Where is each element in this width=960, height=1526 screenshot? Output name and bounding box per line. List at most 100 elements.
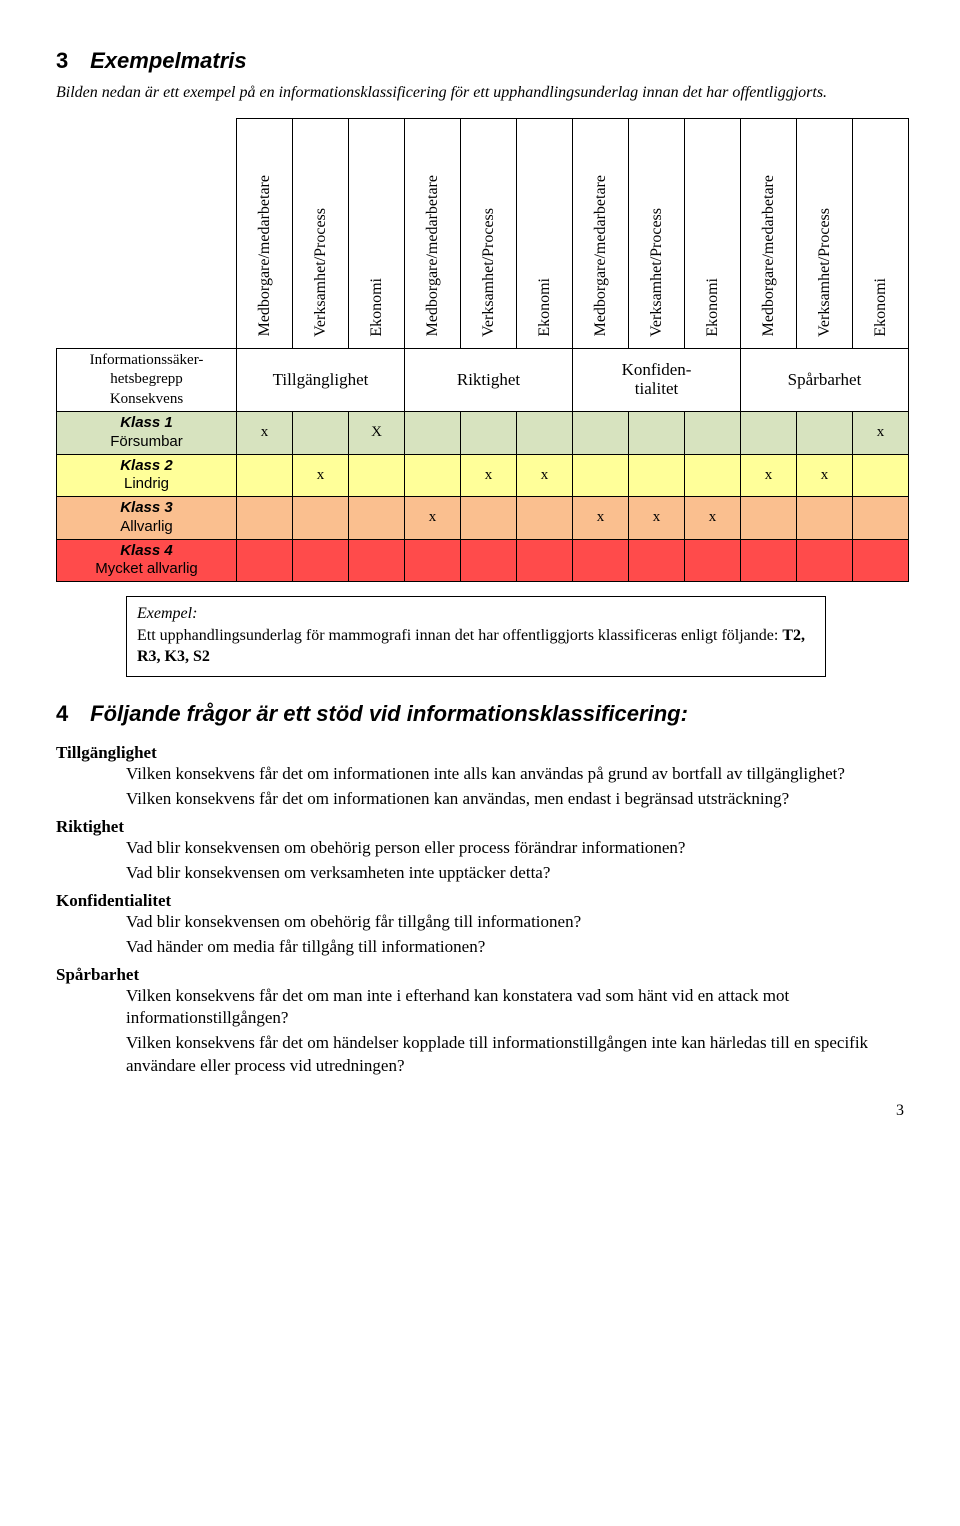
matrix-cell: x xyxy=(797,454,853,497)
matrix-cell xyxy=(517,412,573,455)
matrix-cell xyxy=(853,454,909,497)
matrix-cell xyxy=(685,539,741,582)
matrix-cell: x xyxy=(573,497,629,540)
matrix-cell xyxy=(797,497,853,540)
matrix-row-label: Klass 2Lindrig xyxy=(57,454,237,497)
section-3-intro: Bilden nedan är ett exempel på en inform… xyxy=(56,82,904,104)
classification-matrix: Medborgare/medarbetare Verksamhet/Proces… xyxy=(56,118,909,583)
matrix-cell xyxy=(741,412,797,455)
matrix-cell: x xyxy=(237,412,293,455)
matrix-cell: x xyxy=(741,454,797,497)
matrix-row-label: Klass 1Försumbar xyxy=(57,412,237,455)
question-item: Vad blir konsekvensen om obehörig får ti… xyxy=(126,911,904,934)
matrix-group-header: Konfiden-tialitet xyxy=(573,348,741,412)
matrix-cell xyxy=(349,497,405,540)
section-4-number: 4 xyxy=(56,701,84,727)
matrix-row: Klass 4Mycket allvarlig xyxy=(57,539,909,582)
matrix-cell xyxy=(405,539,461,582)
matrix-subheader: Verksamhet/Process xyxy=(293,118,349,348)
matrix-subheader: Medborgare/medarbetare xyxy=(573,118,629,348)
matrix-row: Klass 1FörsumbarxXx xyxy=(57,412,909,455)
question-item: Vad blir konsekvensen om obehörig person… xyxy=(126,837,904,860)
matrix-cell: X xyxy=(349,412,405,455)
question-item: Vilken konsekvens får det om information… xyxy=(126,763,904,786)
matrix-cell xyxy=(517,497,573,540)
question-item: Vilken konsekvens får det om man inte i … xyxy=(126,985,904,1031)
matrix-cell xyxy=(461,412,517,455)
matrix-cell xyxy=(517,539,573,582)
matrix-cell xyxy=(405,412,461,455)
page-number: 3 xyxy=(56,1102,904,1120)
matrix-cell xyxy=(853,497,909,540)
matrix-cell: x xyxy=(629,497,685,540)
matrix-subheader: Verksamhet/Process xyxy=(797,118,853,348)
matrix-group-header-row: Informationssäker- hetsbegrepp Konsekven… xyxy=(57,348,909,412)
matrix-corner-blank xyxy=(57,118,237,348)
matrix-cell xyxy=(293,412,349,455)
matrix-subheader: Medborgare/medarbetare xyxy=(405,118,461,348)
question-heading: Konfidentialitet xyxy=(56,891,904,911)
matrix-cell: x xyxy=(461,454,517,497)
example-label: Exempel: xyxy=(137,603,815,625)
matrix-cell xyxy=(293,539,349,582)
matrix-group-header: Riktighet xyxy=(405,348,573,412)
matrix-cell: x xyxy=(405,497,461,540)
matrix-cell xyxy=(293,497,349,540)
matrix-cell xyxy=(237,539,293,582)
matrix-cell xyxy=(573,412,629,455)
question-heading: Tillgänglighet xyxy=(56,743,904,763)
matrix-cell xyxy=(741,539,797,582)
matrix-cell xyxy=(405,454,461,497)
question-item: Vilken konsekvens får det om händelser k… xyxy=(126,1032,904,1078)
matrix-cell xyxy=(349,539,405,582)
matrix-subheader: Verksamhet/Process xyxy=(629,118,685,348)
matrix-cell xyxy=(685,412,741,455)
matrix-cell: x xyxy=(685,497,741,540)
matrix-cell xyxy=(461,497,517,540)
matrix-cell xyxy=(237,454,293,497)
question-heading: Riktighet xyxy=(56,817,904,837)
section-3-number: 3 xyxy=(56,48,84,74)
section-3-title: Exempelmatris xyxy=(90,48,247,73)
matrix-cell xyxy=(797,412,853,455)
matrix-group-header: Tillgänglighet xyxy=(237,348,405,412)
question-item: Vad händer om media får tillgång till in… xyxy=(126,936,904,959)
matrix-cell xyxy=(629,412,685,455)
matrix-cell xyxy=(573,454,629,497)
matrix-row: Klass 3Allvarligxxxx xyxy=(57,497,909,540)
matrix-cell: x xyxy=(853,412,909,455)
matrix-subheader: Ekonomi xyxy=(853,118,909,348)
matrix-subheader: Medborgare/medarbetare xyxy=(237,118,293,348)
matrix-row-label: Klass 3Allvarlig xyxy=(57,497,237,540)
question-item: Vilken konsekvens får det om information… xyxy=(126,788,904,811)
matrix-cell xyxy=(573,539,629,582)
matrix-cell: x xyxy=(293,454,349,497)
matrix-cell xyxy=(629,454,685,497)
example-text: Ett upphandlingsunderlag för mammografi … xyxy=(137,627,805,666)
matrix-subheader: Verksamhet/Process xyxy=(461,118,517,348)
matrix-group-header: Spårbarhet xyxy=(741,348,909,412)
section-4-title: Följande frågor är ett stöd vid informat… xyxy=(90,701,688,726)
matrix-row: Klass 2Lindrigxxxxx xyxy=(57,454,909,497)
matrix-subheader: Ekonomi xyxy=(517,118,573,348)
matrix-cell: x xyxy=(517,454,573,497)
matrix-cell xyxy=(685,454,741,497)
question-heading: Spårbarhet xyxy=(56,965,904,985)
matrix-subheader-row: Medborgare/medarbetare Verksamhet/Proces… xyxy=(57,118,909,348)
matrix-cell xyxy=(461,539,517,582)
matrix-subheader: Ekonomi xyxy=(685,118,741,348)
matrix-cell xyxy=(349,454,405,497)
section-4-heading: 4 Följande frågor är ett stöd vid inform… xyxy=(56,701,904,727)
section-3-heading: 3 Exempelmatris xyxy=(56,48,904,74)
matrix-cell xyxy=(741,497,797,540)
matrix-cell xyxy=(237,497,293,540)
matrix-cell xyxy=(629,539,685,582)
matrix-cell xyxy=(797,539,853,582)
questions-list: TillgänglighetVilken konsekvens får det … xyxy=(56,743,904,1078)
example-box: Exempel: Ett upphandlingsunderlag för ma… xyxy=(126,596,826,677)
matrix-cell xyxy=(853,539,909,582)
matrix-subheader: Medborgare/medarbetare xyxy=(741,118,797,348)
matrix-row-label: Klass 4Mycket allvarlig xyxy=(57,539,237,582)
question-item: Vad blir konsekvensen om verksamheten in… xyxy=(126,862,904,885)
matrix-subheader: Ekonomi xyxy=(349,118,405,348)
